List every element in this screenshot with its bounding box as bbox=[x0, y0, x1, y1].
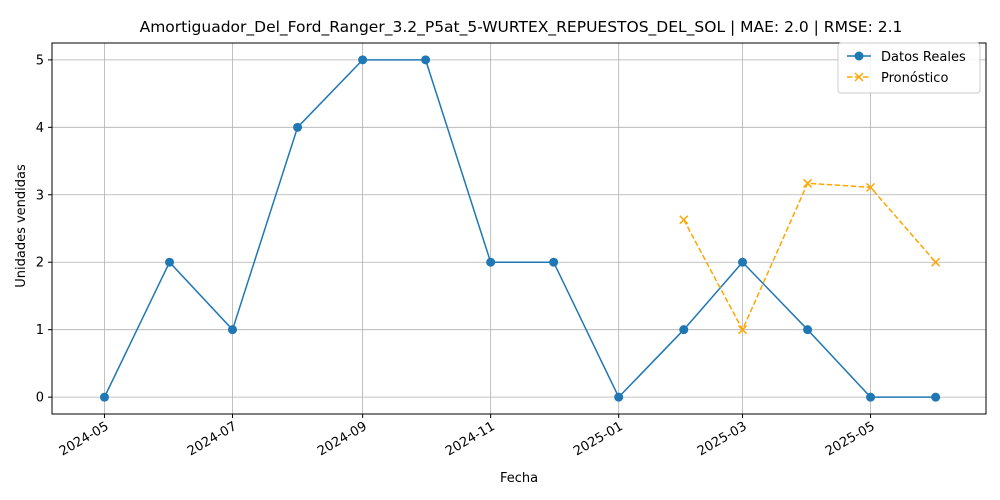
y-tick-label: 1 bbox=[36, 323, 44, 338]
y-tick-label: 5 bbox=[36, 53, 44, 68]
y-tick-label: 2 bbox=[36, 256, 44, 271]
y-axis-label: Unidades vendidas bbox=[14, 164, 29, 288]
series-line-datos-reales bbox=[103, 59, 936, 399]
data-point-datos-reales bbox=[738, 257, 748, 267]
data-point-datos-reales bbox=[931, 392, 941, 402]
legend-box bbox=[837, 42, 981, 94]
legend-label-datos-reales: Datos Reales bbox=[881, 50, 966, 65]
data-point-datos-reales bbox=[228, 325, 238, 335]
y-tick-label: 3 bbox=[36, 188, 44, 203]
data-point-datos-reales bbox=[421, 55, 431, 65]
y-tick-label: 0 bbox=[36, 391, 44, 406]
series-layer bbox=[99, 55, 941, 402]
data-point-datos-reales bbox=[99, 392, 109, 402]
legend-marker-shape bbox=[854, 51, 864, 61]
data-point-pronostico bbox=[803, 178, 813, 188]
data-point-datos-reales bbox=[866, 392, 876, 402]
data-point-datos-reales bbox=[293, 122, 303, 132]
marker-stroke bbox=[854, 72, 864, 82]
plot-frame bbox=[51, 42, 987, 415]
legend-marker-datos-reales bbox=[854, 51, 864, 61]
marker-stroke bbox=[931, 257, 941, 267]
x-axis-label: Fecha bbox=[500, 471, 538, 486]
legend-marker-shape bbox=[854, 72, 864, 82]
marker-stroke bbox=[866, 182, 876, 192]
legend-label-pronostico: Pronóstico bbox=[881, 71, 948, 86]
marker-stroke bbox=[803, 178, 813, 188]
data-point-datos-reales bbox=[614, 392, 624, 402]
y-tick-label: 4 bbox=[36, 121, 44, 136]
data-point-datos-reales bbox=[486, 257, 496, 267]
data-point-pronostico bbox=[931, 257, 941, 267]
data-point-pronostico bbox=[738, 325, 748, 335]
legend-marker-pronostico bbox=[854, 72, 864, 82]
data-point-datos-reales bbox=[803, 325, 813, 335]
data-point-datos-reales bbox=[679, 325, 689, 335]
chart-title: Amortiguador_Del_Ford_Ranger_3.2_P5at_5-… bbox=[140, 18, 903, 37]
data-point-datos-reales bbox=[549, 257, 559, 267]
marker-stroke bbox=[679, 215, 689, 225]
legend: Datos Reales Pronóstico bbox=[837, 42, 981, 94]
data-point-datos-reales bbox=[358, 55, 368, 65]
marker-stroke bbox=[738, 325, 748, 335]
data-point-datos-reales bbox=[165, 257, 175, 267]
data-point-pronostico bbox=[679, 215, 689, 225]
data-point-pronostico bbox=[866, 182, 876, 192]
